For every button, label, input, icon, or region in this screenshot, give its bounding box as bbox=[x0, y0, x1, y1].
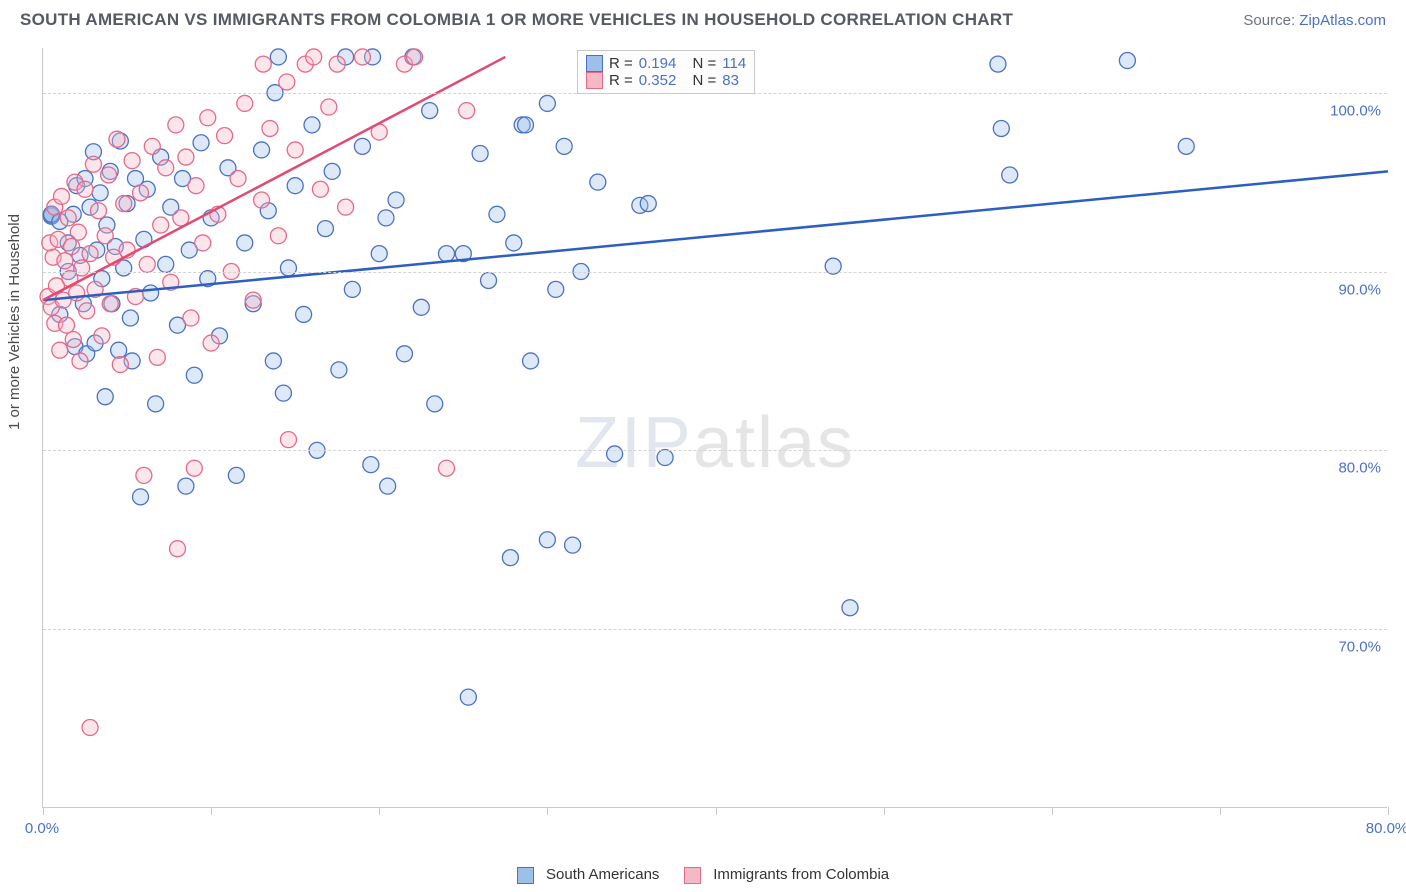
y-axis-label: 1 or more Vehicles in Household bbox=[6, 214, 23, 430]
scatter-plot bbox=[43, 48, 1387, 807]
source-link[interactable]: ZipAtlas.com bbox=[1299, 12, 1386, 29]
n-value-1: 114 bbox=[722, 55, 746, 72]
x-tick-label: 80.0% bbox=[1366, 820, 1406, 837]
x-tick bbox=[884, 807, 885, 815]
y-tick-label: 80.0% bbox=[1338, 460, 1381, 477]
x-tick-label: 0.0% bbox=[25, 820, 59, 837]
chart-title: SOUTH AMERICAN VS IMMIGRANTS FROM COLOMB… bbox=[20, 10, 1013, 30]
correlation-legend: R = 0.194 N = 114 R = 0.352 N = 83 bbox=[577, 50, 755, 94]
y-tick-label: 90.0% bbox=[1338, 281, 1381, 298]
legend-label-2: Immigrants from Colombia bbox=[713, 866, 889, 883]
y-tick-label: 70.0% bbox=[1338, 639, 1381, 656]
gridline bbox=[43, 629, 1387, 630]
r-value-2: 0.352 bbox=[639, 72, 677, 89]
n-label: N = bbox=[692, 72, 716, 89]
x-tick bbox=[716, 807, 717, 815]
x-tick bbox=[379, 807, 380, 815]
legend-swatch-2 bbox=[586, 72, 603, 89]
r-value-1: 0.194 bbox=[639, 55, 677, 72]
n-value-2: 83 bbox=[722, 72, 739, 89]
legend-swatch-bottom-1 bbox=[517, 867, 534, 884]
gridline bbox=[43, 450, 1387, 451]
n-label: N = bbox=[692, 55, 716, 72]
legend-row: R = 0.194 N = 114 bbox=[586, 55, 746, 72]
x-tick bbox=[1052, 807, 1053, 815]
gridline bbox=[43, 272, 1387, 273]
r-label: R = bbox=[609, 72, 633, 89]
legend-label-1: South Americans bbox=[546, 866, 659, 883]
x-tick bbox=[211, 807, 212, 815]
legend-swatch-bottom-2 bbox=[684, 867, 701, 884]
chart-area: ZIPatlas R = 0.194 N = 114 R = 0.352 N =… bbox=[42, 48, 1387, 808]
x-tick bbox=[1220, 807, 1221, 815]
legend-row: R = 0.352 N = 83 bbox=[586, 72, 746, 89]
x-tick bbox=[43, 807, 44, 815]
x-tick bbox=[547, 807, 548, 815]
source-attribution: Source: ZipAtlas.com bbox=[1243, 12, 1386, 29]
source-label: Source: bbox=[1243, 12, 1295, 29]
y-tick-label: 100.0% bbox=[1330, 102, 1381, 119]
legend-swatch-1 bbox=[586, 55, 603, 72]
series-legend: South Americans Immigrants from Colombia bbox=[0, 866, 1406, 884]
x-tick bbox=[1388, 807, 1389, 815]
r-label: R = bbox=[609, 55, 633, 72]
